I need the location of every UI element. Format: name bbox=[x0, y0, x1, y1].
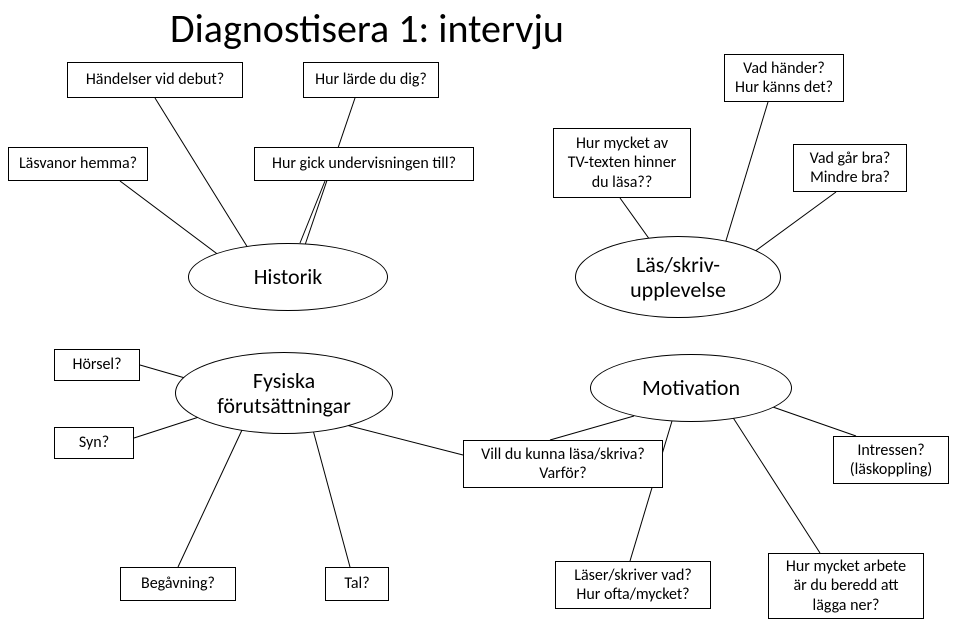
node-vadhander: Vad händer?Hur känns det? bbox=[724, 54, 844, 102]
node-tvtext: Hur mycket avTV-texten hinnerdu läsa?? bbox=[553, 128, 691, 198]
node-begavning: Begåvning? bbox=[120, 567, 236, 601]
node-arbete: Hur mycket arbeteär du beredd attlägga n… bbox=[768, 553, 924, 619]
edge bbox=[732, 416, 820, 553]
node-vill: Vill du kunna läsa/skriva?Varför? bbox=[463, 440, 663, 488]
node-handelser: Händelser vid debut? bbox=[67, 62, 243, 98]
edge bbox=[178, 430, 242, 567]
node-historik: Historik bbox=[188, 243, 388, 311]
node-larde: Hur lärde du dig? bbox=[303, 62, 439, 98]
edge bbox=[346, 425, 463, 455]
edge bbox=[770, 406, 856, 436]
edge bbox=[725, 102, 768, 244]
node-laservad: Läser/skriver vad?Hur ofta/mycket? bbox=[555, 561, 711, 609]
node-horsel: Hörsel? bbox=[54, 349, 140, 381]
edge bbox=[313, 430, 350, 567]
node-intressen: Intressen?(läskoppling) bbox=[833, 436, 949, 484]
edge bbox=[620, 198, 650, 240]
node-lasvanor: Läsvanor hemma? bbox=[8, 147, 148, 181]
node-undervis: Hur gick undervisningen till? bbox=[254, 147, 474, 181]
node-fysiska: Fysiskaförutsättningar bbox=[175, 352, 393, 434]
edge bbox=[550, 416, 634, 440]
edge bbox=[300, 181, 325, 243]
edge bbox=[140, 365, 185, 378]
edge bbox=[754, 192, 836, 252]
node-motivation: Motivation bbox=[590, 354, 792, 422]
diagram-canvas: Diagnostisera 1: intervju Händelser vid … bbox=[0, 0, 959, 644]
edge bbox=[120, 181, 220, 256]
edge bbox=[155, 98, 248, 248]
node-lasskriv: Läs/skriv-upplevelse bbox=[575, 236, 781, 318]
node-tal: Tal? bbox=[325, 567, 389, 601]
node-syn: Syn? bbox=[54, 427, 134, 459]
node-vadgar: Vad går bra?Mindre bra? bbox=[793, 144, 907, 192]
edge bbox=[134, 416, 202, 438]
page-title: Diagnostisera 1: intervju bbox=[170, 4, 564, 53]
